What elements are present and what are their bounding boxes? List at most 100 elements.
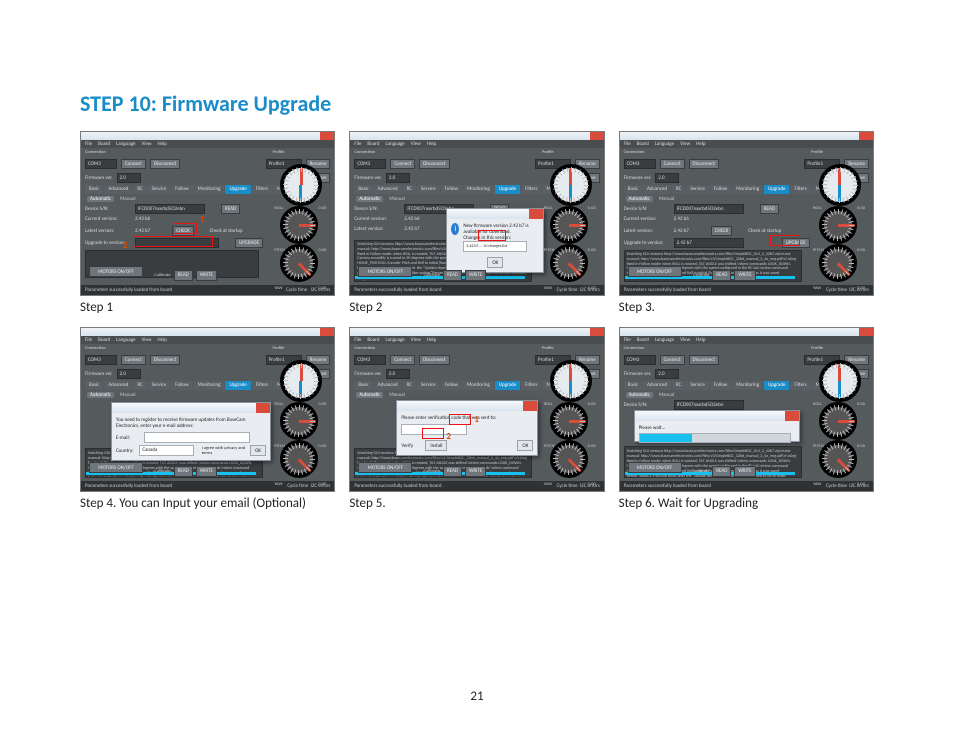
window-titlebar: [350, 132, 603, 140]
fw-label: Firmware ver.: [85, 175, 113, 181]
disconnect-button[interactable]: Disconnect: [150, 159, 180, 169]
curver-row: Current version: 2.42 b6: [81, 214, 154, 224]
yaw-value: 0.00: [318, 286, 326, 291]
info-changes[interactable]: 2.42 b7 ... 10 changes list: [463, 241, 527, 252]
tab-service[interactable]: Service: [148, 185, 171, 194]
email-input[interactable]: [144, 432, 250, 443]
email-label: E-mail:: [116, 435, 140, 441]
screenshot-6: FileBoardLanguageViewHelp ConnectionProf…: [619, 327, 874, 492]
close-icon[interactable]: [785, 411, 799, 421]
caption-4: Step 4. You can Input your email (Option…: [80, 496, 335, 511]
page: STEP 10: Firmware Upgrade File Board Lan…: [0, 0, 954, 738]
gauges-panel: ROLL0.00 PITCH0.00 YAW0.00: [270, 164, 330, 277]
wait-dialog: Please wait...: [634, 410, 800, 442]
profile-label: Profile: [272, 150, 284, 155]
screenshot-4: FileBoardLanguageViewHelp ConnectionProf…: [80, 327, 335, 492]
close-icon[interactable]: [256, 403, 270, 413]
latest-label: Latest version:: [85, 228, 131, 234]
dialog-text: You need to register to receive firmware…: [116, 417, 266, 429]
device-label: Device S/N:: [85, 206, 131, 212]
motors-button[interactable]: MOTORS ON/OFF: [89, 266, 143, 277]
upgrade-button[interactable]: UPGRADE: [235, 238, 263, 248]
menubar[interactable]: FileBoardLanguageViewHelp: [350, 140, 603, 148]
close-icon[interactable]: [590, 328, 604, 336]
registration-dialog: You need to register to receive firmware…: [111, 402, 271, 461]
close-icon[interactable]: [859, 328, 873, 336]
menubar[interactable]: File Board Language View Help: [81, 140, 334, 148]
cell-step-1: File Board Language View Help Connection…: [80, 131, 335, 315]
screenshot-grid: File Board Language View Help Connection…: [80, 131, 874, 511]
country-select[interactable]: Canada: [139, 445, 193, 456]
cell-step-2: FileBoardLanguageViewHelp ConnectionProf…: [349, 131, 604, 315]
marker-2: 2: [446, 431, 451, 442]
cell-step-4: FileBoardLanguageViewHelp ConnectionProf…: [80, 327, 335, 511]
close-icon[interactable]: [859, 132, 873, 140]
device-field: IFCD007nxxrbd5O2ebn: [135, 204, 205, 214]
caption-6: Step 6. Wait for Upgrading: [619, 496, 874, 511]
status-text: Parameters successfully loaded from boar…: [85, 287, 172, 293]
highlight-upgrade: [770, 235, 800, 246]
read-sn-button[interactable]: READ: [221, 204, 240, 214]
tab-follow[interactable]: Follow: [171, 185, 192, 194]
highlight-changes: [478, 230, 506, 241]
caption-2: Step 2: [349, 300, 604, 315]
screenshot-2: FileBoardLanguageViewHelp ConnectionProf…: [349, 131, 604, 296]
agree-check[interactable]: I agree with privacy and terms: [202, 446, 246, 456]
check-startup[interactable]: Check at startup: [210, 228, 243, 234]
screenshot-5: FileBoardLanguageViewHelp ConnectionProf…: [349, 327, 604, 492]
ok-button[interactable]: OK: [517, 440, 533, 451]
marker-1: 1: [474, 414, 479, 425]
screenshot-1: File Board Language View Help Connection…: [80, 131, 335, 296]
ok-button[interactable]: OK: [250, 445, 266, 456]
com-select[interactable]: COM3: [85, 159, 117, 169]
tab-monitoring[interactable]: Monitoring: [194, 185, 225, 194]
info-icon: i: [451, 223, 459, 235]
menu-language[interactable]: Language: [116, 141, 135, 147]
read-button[interactable]: READ: [174, 270, 193, 281]
menu-file[interactable]: File: [85, 141, 92, 147]
gauge-yaw: YAW0.00: [270, 244, 330, 282]
motors-button[interactable]: MOTORS ON/OFF: [358, 266, 412, 277]
gauge-roll: ROLL0.00: [270, 164, 330, 206]
verify-dialog: Please enter verification code that was …: [396, 400, 538, 456]
marker-1: 1: [200, 214, 205, 225]
verify-label: Verify: [401, 443, 421, 449]
close-icon[interactable]: [523, 401, 537, 411]
fw-field: 2.0: [117, 173, 141, 183]
screenshot-3: FileBoardLanguageViewHelp ConnectionProf…: [619, 131, 874, 296]
caption-3: Step 3.: [619, 300, 874, 315]
highlight-verify: [449, 414, 471, 425]
bottom-controls: Calibrate READ WRITE: [154, 267, 262, 283]
menu-view[interactable]: View: [141, 141, 151, 147]
install-button[interactable]: Install: [425, 440, 447, 451]
yaw-label: YAW: [274, 286, 282, 291]
menu-help[interactable]: Help: [158, 141, 167, 147]
close-icon[interactable]: [320, 328, 334, 336]
connection-label: Connection: [85, 150, 106, 155]
window-titlebar: [81, 132, 334, 140]
highlight-upto: [133, 236, 213, 247]
connect-button[interactable]: Connect: [121, 159, 146, 169]
write-button[interactable]: WRITE: [196, 270, 217, 281]
menu-board[interactable]: Board: [98, 141, 110, 147]
cell-step-6: FileBoardLanguageViewHelp ConnectionProf…: [619, 327, 874, 511]
highlight-check: [173, 223, 197, 234]
cell-step-5: FileBoardLanguageViewHelp ConnectionProf…: [349, 327, 604, 511]
highlight-install: [422, 428, 444, 439]
tab-upgrade[interactable]: Upgrade: [225, 185, 250, 194]
close-icon[interactable]: [590, 132, 604, 140]
latest-value: 2.42 b7: [135, 228, 150, 234]
close-icon[interactable]: [320, 132, 334, 140]
page-number: 21: [0, 689, 954, 704]
tab-filters[interactable]: Filters: [252, 185, 272, 194]
tab-rc[interactable]: RC: [133, 185, 146, 194]
gauge-pitch: PITCH0.00: [270, 206, 330, 244]
wait-progress-fill: [640, 434, 693, 442]
dialog-titlebar: [447, 209, 543, 219]
tab-basic[interactable]: Basic: [85, 185, 103, 194]
page-title: STEP 10: Firmware Upgrade: [80, 90, 874, 117]
calibrate-label: Calibrate: [154, 273, 170, 278]
tab-advanced[interactable]: Advanced: [104, 185, 132, 194]
header-labels: Connection Profile: [81, 148, 334, 157]
caption-1: Step 1: [80, 300, 335, 315]
